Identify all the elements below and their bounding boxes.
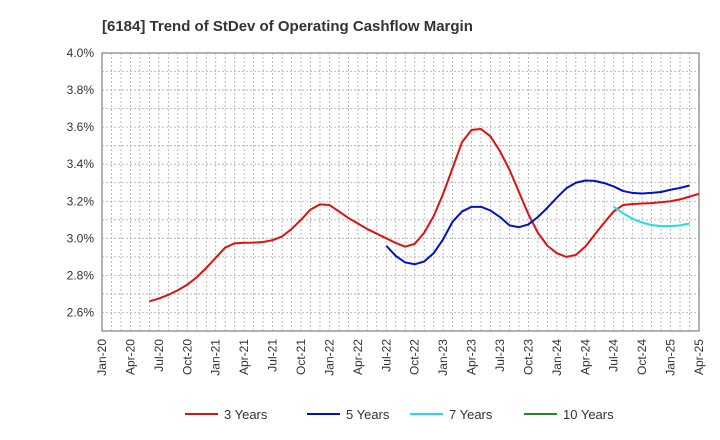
x-tick-label: Oct-24 <box>635 339 649 375</box>
y-tick-label: 2.6% <box>67 305 95 319</box>
x-tick-label: Apr-20 <box>123 339 137 375</box>
y-tick-labels: 2.6% 2.8% 3.0% 3.2% 3.4% 3.6% 3.8% 4.0% <box>67 46 95 319</box>
x-tick-label: Jul-24 <box>607 339 621 372</box>
y-tick-label: 4.0% <box>67 46 95 60</box>
x-tick-label: Apr-25 <box>692 339 706 375</box>
x-tick-label: Jul-20 <box>152 339 166 372</box>
x-tick-label: Jan-24 <box>550 339 564 376</box>
x-tick-labels: Jan-20 Apr-20 Jul-20 Oct-20 Jan-21 Apr-21 Jul-… <box>95 339 706 376</box>
x-tick-label: Oct-20 <box>180 339 194 375</box>
y-tick-label: 3.8% <box>67 83 95 97</box>
x-tick-label: Jul-22 <box>379 339 393 372</box>
legend-label: 10 Years <box>563 407 614 422</box>
x-tick-label: Apr-23 <box>465 339 479 375</box>
legend-label: 3 Years <box>224 407 268 422</box>
x-tick-label: Apr-24 <box>578 339 592 375</box>
y-tick-label: 3.6% <box>67 120 95 134</box>
x-tick-label: Jul-21 <box>266 339 280 372</box>
x-tick-label: Jul-23 <box>493 339 507 372</box>
legend: 3 Years 5 Years 7 Years 10 Years <box>185 407 614 422</box>
legend-label: 7 Years <box>449 407 493 422</box>
plot-area <box>101 52 700 332</box>
series-line-3 <box>613 206 690 228</box>
x-tick-label: Apr-22 <box>351 339 365 375</box>
x-tick-label: Oct-22 <box>408 339 422 375</box>
x-tick-label: Oct-21 <box>294 339 308 375</box>
series-line-2 <box>385 179 690 266</box>
y-tick-label: 3.2% <box>67 194 95 208</box>
x-tick-label: Jan-25 <box>664 339 678 376</box>
series-line-1 <box>149 127 700 303</box>
y-tick-label: 2.8% <box>67 268 95 282</box>
x-tick-label: Jan-21 <box>209 339 223 376</box>
legend-label: 5 Years <box>346 407 390 422</box>
x-tick-label: Jan-20 <box>95 339 109 376</box>
x-tick-label: Oct-23 <box>521 339 535 375</box>
series-lines <box>149 127 700 303</box>
chart-title: [6184] Trend of StDev of Operating Cashf… <box>102 18 473 35</box>
x-tick-label: Jan-22 <box>322 339 336 376</box>
x-tick-label: Apr-21 <box>237 339 251 375</box>
y-tick-label: 3.4% <box>67 157 95 171</box>
x-tick-label: Jan-23 <box>436 339 450 376</box>
y-tick-label: 3.0% <box>67 231 95 245</box>
